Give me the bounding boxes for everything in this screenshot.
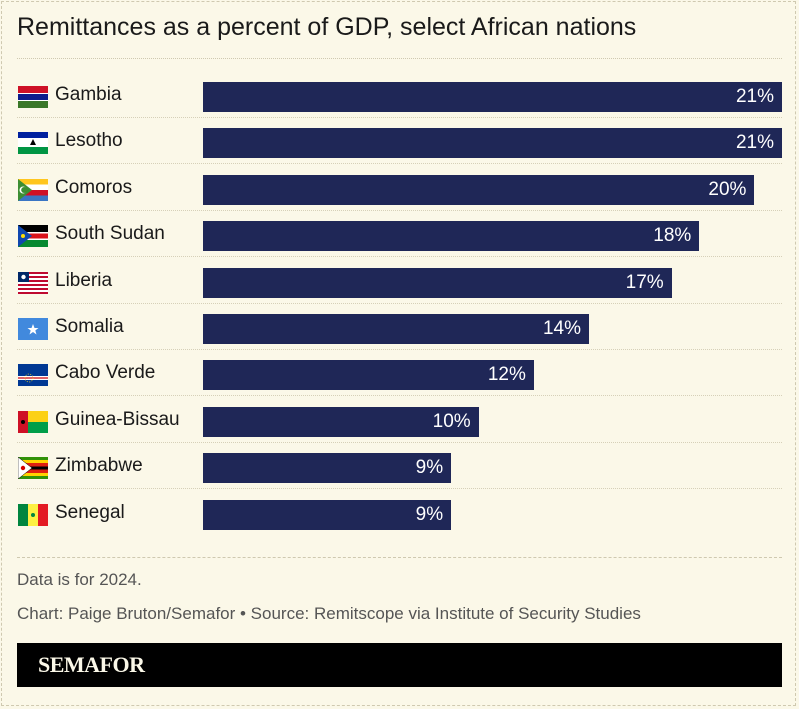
category-label: Comoros: [55, 176, 133, 198]
value-label: 21%: [735, 86, 774, 107]
value-label: 17%: [625, 271, 664, 293]
bar-row: Gambia 21%: [17, 72, 782, 118]
category-label: Gambia: [55, 84, 122, 105]
value-label: 12%: [487, 364, 526, 386]
bar: 12%: [203, 360, 534, 391]
category-label: Cabo Verde: [55, 362, 156, 384]
bar: 17%: [203, 267, 672, 298]
data-note: Data is for 2024.: [17, 570, 142, 589]
bar-row: Zimbabwe 9%: [17, 443, 782, 490]
category-label: South Sudan: [55, 223, 165, 245]
bar: 9%: [203, 453, 452, 484]
category-label: Guinea-Bissau: [55, 408, 180, 430]
value-label: 9%: [415, 457, 444, 479]
liberia-flag-icon: [18, 271, 48, 294]
value-label: 10%: [432, 410, 471, 432]
bar-row: Comoros 20%: [17, 165, 782, 211]
bar: 21%: [203, 128, 782, 159]
category-label: Lesotho: [55, 130, 123, 152]
value-label: 20%: [708, 178, 747, 200]
zimbabwe-flag-icon: [18, 457, 48, 480]
bar: 9%: [203, 499, 452, 530]
row-divider: [17, 395, 782, 397]
cabo-verde-flag-icon: [18, 364, 48, 387]
divider: [17, 557, 782, 558]
value-label: 14%: [542, 318, 581, 339]
chart-title: Remittances as a percent of GDP, select …: [17, 13, 637, 41]
row-divider: [17, 349, 782, 350]
senegal-flag-icon: [18, 503, 48, 526]
row-divider: [17, 256, 782, 258]
bar-row: Liberia 17%: [17, 258, 782, 304]
bar-row: Senegal 9%: [17, 490, 782, 536]
row-divider: [17, 209, 782, 211]
lesotho-flag-icon: [18, 132, 48, 155]
value-label: 9%: [415, 503, 444, 525]
value-label: 18%: [653, 225, 692, 247]
category-label: Liberia: [55, 269, 113, 291]
divider: [17, 58, 782, 59]
row-divider: [17, 488, 782, 490]
south-sudan-flag-icon: [18, 225, 48, 248]
category-label: Zimbabwe: [55, 455, 143, 477]
somalia-flag-icon: [18, 318, 48, 340]
row-divider: [17, 163, 782, 165]
guinea-bissau-flag-icon: [18, 410, 48, 433]
bar-row: Lesotho 21%: [17, 118, 782, 165]
bar: 18%: [203, 221, 700, 252]
row-divider: [17, 117, 782, 118]
gambia-flag-icon: [18, 86, 48, 108]
bar: 14%: [203, 314, 589, 344]
category-label: Senegal: [55, 501, 125, 523]
bar-row: South Sudan 18%: [17, 211, 782, 258]
row-divider: [17, 441, 782, 443]
bar-row: Cabo Verde 12%: [17, 350, 782, 397]
source-credit: Chart: Paige Bruton/Semafor • Source: Re…: [17, 604, 641, 623]
bar: 10%: [203, 406, 479, 437]
category-label: Somalia: [55, 316, 124, 337]
semafor-logo: SEMAFOR: [38, 652, 145, 677]
value-label: 21%: [735, 132, 774, 154]
comoros-flag-icon: [18, 178, 48, 201]
bar-row: Guinea-Bissau 10%: [17, 397, 782, 443]
row-divider: [17, 302, 782, 304]
bar: 21%: [203, 82, 782, 112]
brand-bar: SEMAFOR: [17, 643, 782, 687]
bar: 20%: [203, 174, 755, 205]
bar-row: Somalia 14%: [17, 304, 782, 350]
